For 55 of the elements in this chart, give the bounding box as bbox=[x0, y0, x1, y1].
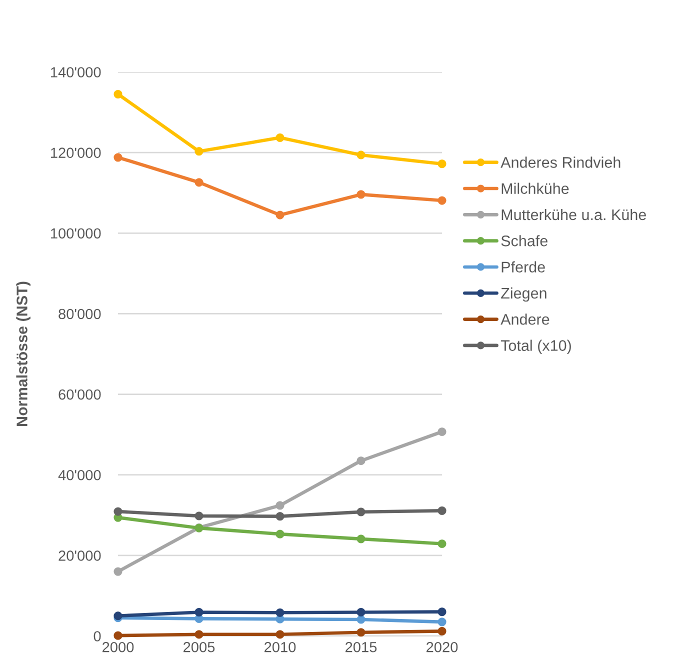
point bbox=[276, 210, 284, 220]
legend-label: Andere bbox=[500, 314, 550, 325]
legend-label: Schafe bbox=[501, 235, 548, 246]
point bbox=[276, 530, 284, 538]
point bbox=[356, 190, 366, 199]
y-tick-label: 120'000 bbox=[51, 148, 101, 158]
point bbox=[194, 512, 204, 520]
point bbox=[276, 133, 284, 142]
y-tick-label: 20'000 bbox=[58, 550, 101, 561]
point bbox=[356, 456, 366, 466]
point bbox=[438, 608, 446, 616]
point bbox=[114, 153, 122, 162]
point bbox=[438, 618, 446, 626]
legend-label: Ziegen bbox=[501, 287, 546, 302]
point bbox=[356, 508, 366, 516]
point bbox=[276, 630, 284, 639]
y-axis-title: Normalstösse (NST) bbox=[16, 282, 30, 426]
point bbox=[276, 501, 284, 510]
y-tick-label: 60'000 bbox=[58, 389, 101, 400]
y-tick-label: 100'000 bbox=[51, 228, 101, 239]
point bbox=[438, 160, 446, 168]
point bbox=[356, 628, 366, 637]
y-tick-label: 140'000 bbox=[51, 67, 101, 78]
point bbox=[276, 512, 284, 521]
point bbox=[356, 608, 366, 617]
point bbox=[438, 539, 446, 548]
x-tick-label: 2015 bbox=[346, 642, 377, 652]
y-tick-label: 80'000 bbox=[58, 308, 101, 320]
legend-label: Milchkühe bbox=[502, 182, 569, 194]
x-tick-label: 2005 bbox=[184, 642, 215, 652]
point bbox=[438, 196, 446, 205]
y-tick-label: 40'000 bbox=[58, 470, 101, 480]
point bbox=[438, 626, 446, 636]
point bbox=[356, 534, 366, 544]
point bbox=[276, 608, 284, 617]
legend-label: Pferde bbox=[502, 261, 545, 272]
x-tick-label: 2020 bbox=[426, 642, 458, 652]
point bbox=[194, 630, 204, 639]
point bbox=[114, 90, 122, 98]
legend-label: Mutterkühe u.a. Kühe bbox=[502, 208, 646, 220]
point bbox=[114, 507, 122, 516]
y-tick-label: 0 bbox=[94, 631, 101, 642]
point bbox=[356, 615, 366, 624]
point bbox=[438, 427, 446, 436]
point bbox=[114, 567, 122, 576]
point bbox=[114, 631, 122, 640]
x-tick-label: 2010 bbox=[264, 642, 296, 652]
point bbox=[356, 150, 366, 160]
point bbox=[194, 147, 204, 156]
x-tick-label: 2000 bbox=[102, 642, 134, 652]
point bbox=[194, 608, 204, 617]
legend-label: Total (x10) bbox=[500, 340, 571, 354]
point bbox=[194, 178, 204, 187]
legend-label: Anderes Rindvieh bbox=[500, 156, 620, 168]
point bbox=[438, 506, 446, 516]
